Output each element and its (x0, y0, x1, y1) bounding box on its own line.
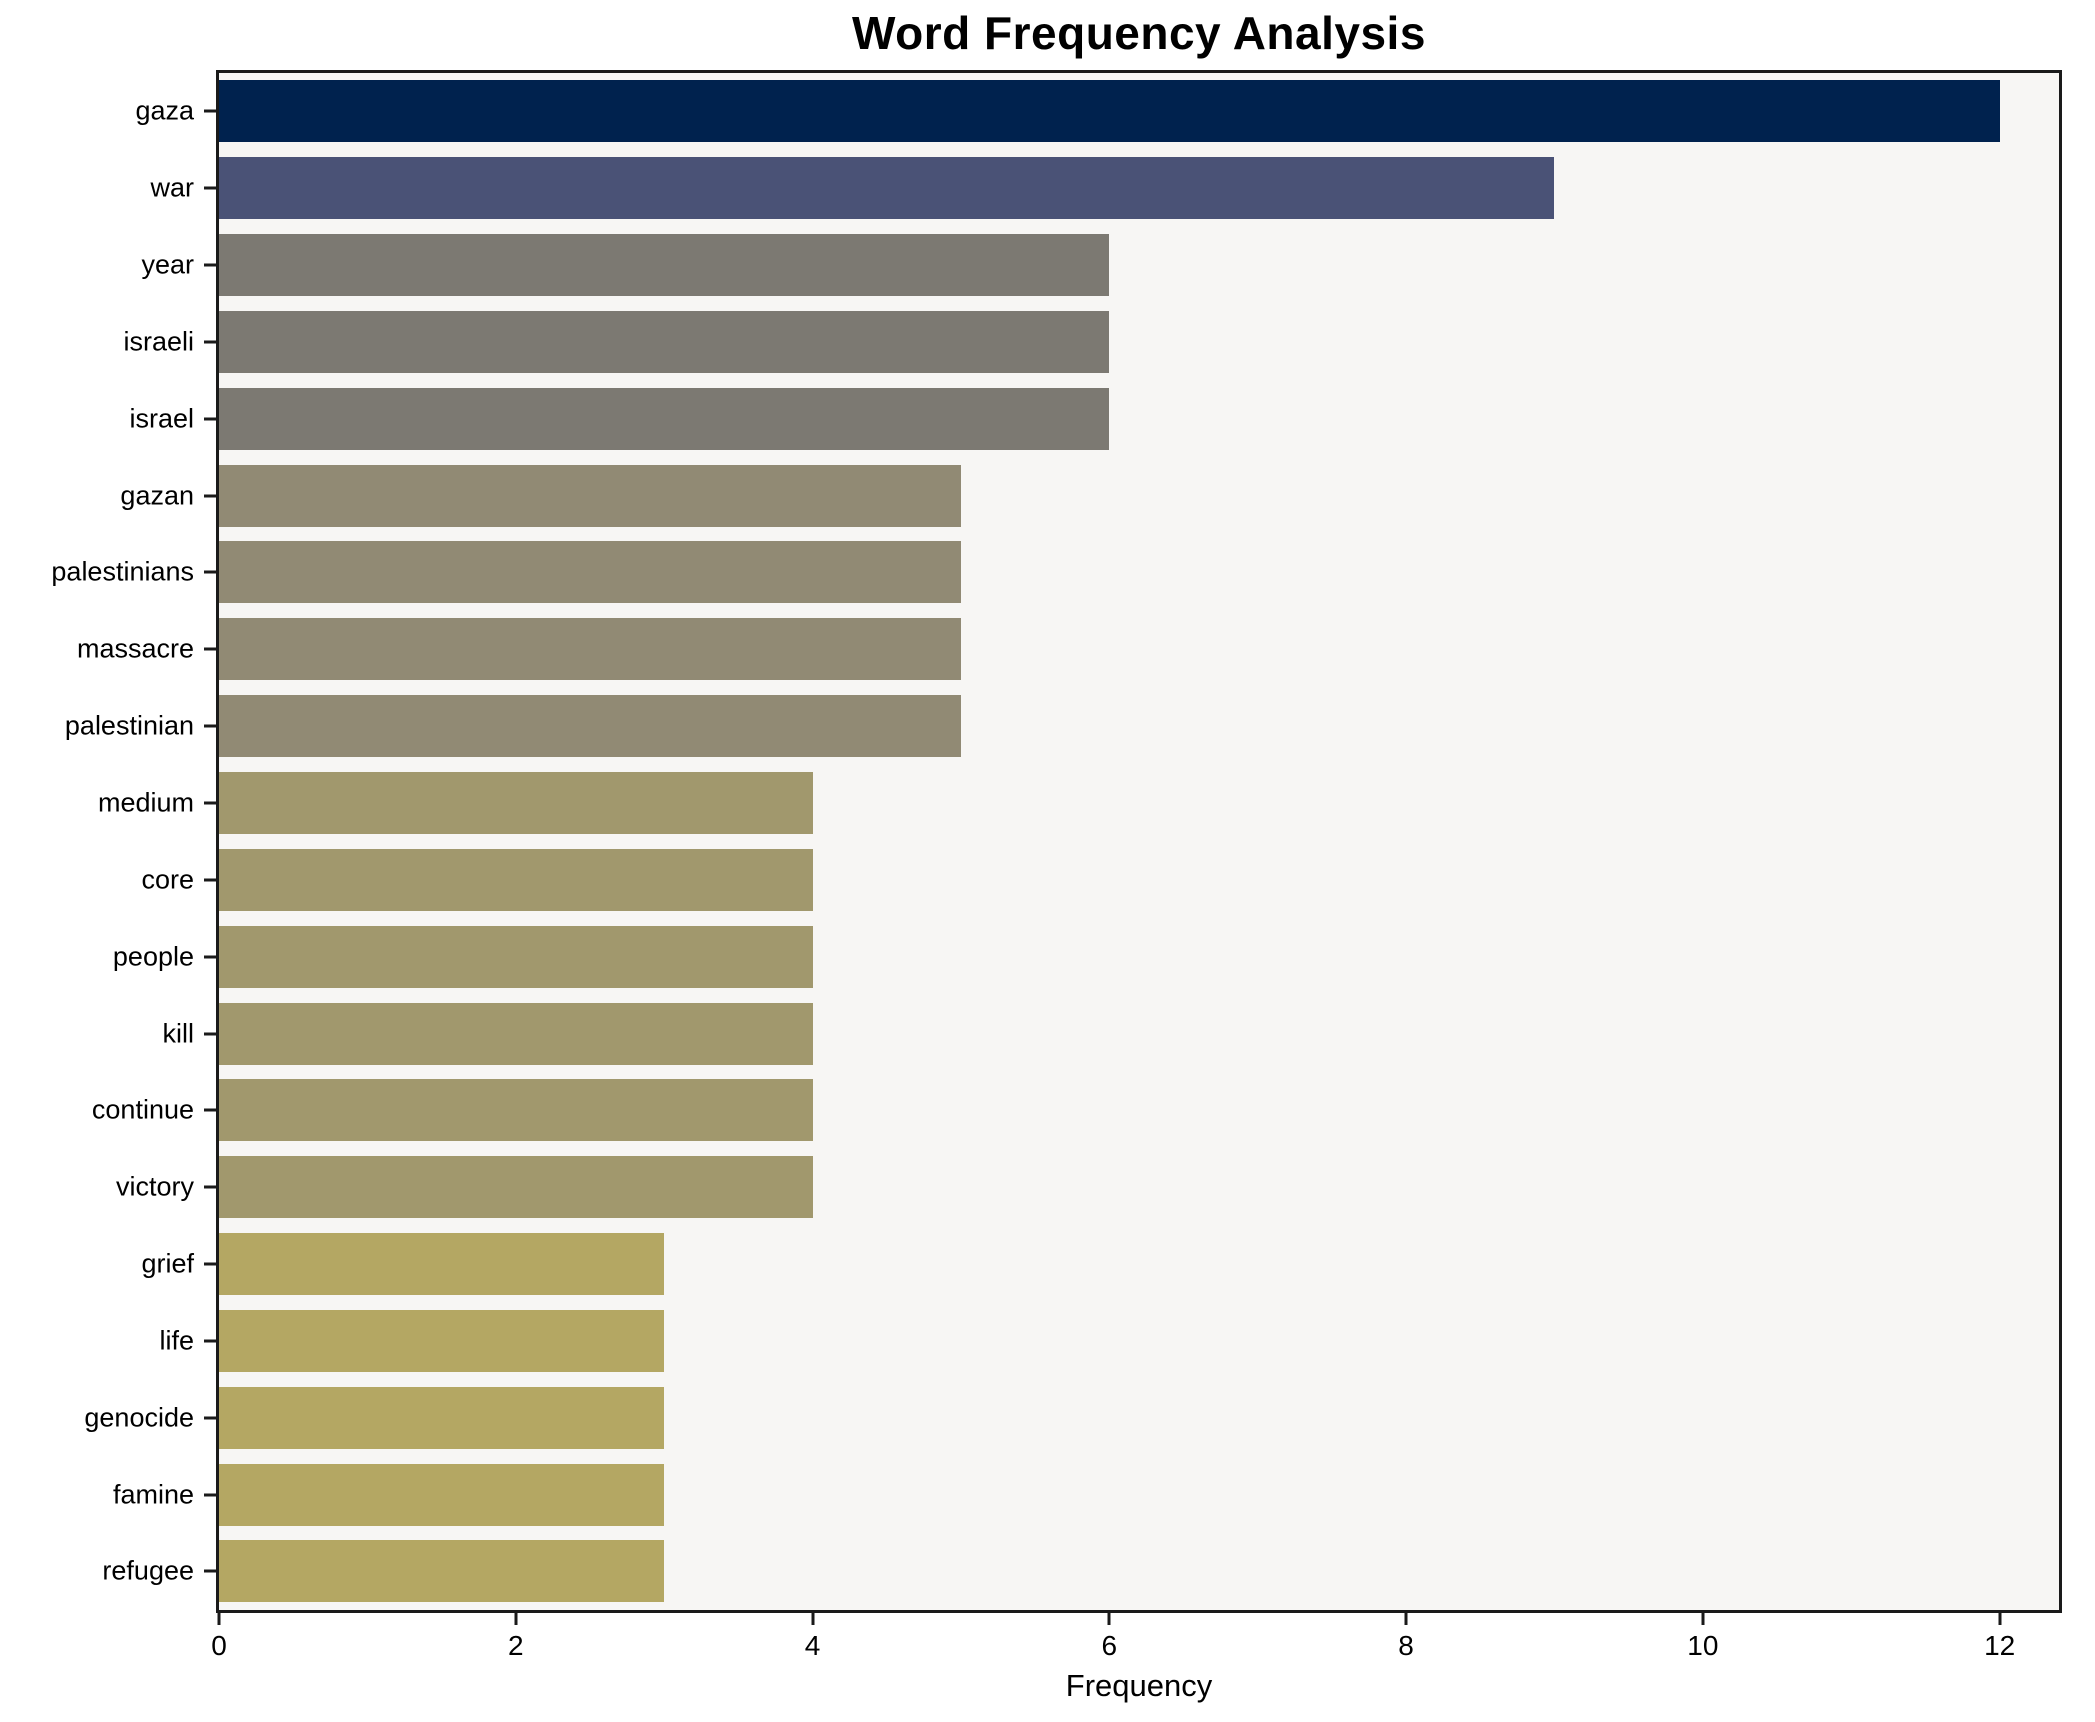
x-tick-label-0: 0 (211, 1630, 227, 1661)
bar-famine (219, 1463, 665, 1526)
y-tick-mark (204, 955, 216, 959)
y-tick-mark (204, 263, 216, 267)
y-tick-mark (204, 494, 216, 498)
x-tick-label-6: 6 (1101, 1630, 1118, 1661)
bar-row-year: year (141, 227, 2059, 304)
y-tick-label-israeli: israeli (123, 326, 194, 357)
bar-israeli (219, 310, 1110, 373)
y-tick-label-continue: continue (91, 1094, 194, 1125)
x-tick-mark-10 (1701, 1613, 1705, 1625)
bar-row-genocide: genocide (84, 1379, 2059, 1456)
y-tick-mark (204, 1569, 216, 1573)
bar-row-kill: kill (163, 995, 2059, 1072)
bar-row-israel: israel (129, 380, 2059, 457)
chart-title: Word Frequency Analysis (852, 7, 1426, 59)
bar-row-famine: famine (113, 1456, 2059, 1533)
bar-row-grief: grief (141, 1226, 2059, 1303)
bar-core (219, 848, 813, 911)
bar-row-gazan: gazan (120, 457, 2059, 534)
y-tick-mark (204, 109, 216, 113)
bar-row-gaza: gaza (135, 73, 2059, 150)
x-tick-label-12: 12 (1984, 1630, 2016, 1661)
bar-row-massacre: massacre (77, 611, 2059, 688)
x-tick-mark-6 (1107, 1613, 1111, 1625)
y-tick-label-refugee: refugee (102, 1555, 194, 1586)
bar-medium (219, 772, 813, 835)
bar-row-core: core (141, 841, 2059, 918)
y-tick-label-gazan: gazan (120, 480, 194, 511)
bar-row-palestinians: palestinians (51, 534, 2059, 611)
y-tick-label-palestinian: palestinian (64, 710, 194, 741)
x-tick-mark-12 (1998, 1613, 2002, 1625)
x-tick-mark-8 (1404, 1613, 1408, 1625)
bar-row-continue: continue (92, 1072, 2059, 1149)
y-tick-mark (204, 570, 216, 574)
y-tick-label-people: people (112, 941, 194, 972)
bar-rows: gaza war year israeli israel gazan palestinian… (51, 73, 2059, 1610)
x-axis-label: Frequency (1065, 1668, 1213, 1703)
y-tick-label-famine: famine (112, 1479, 194, 1510)
x-tick-label-2: 2 (507, 1630, 524, 1661)
bar-people (219, 925, 813, 988)
y-tick-label-israel: israel (129, 403, 194, 434)
bar-row-life: life (159, 1303, 2059, 1380)
bar-row-palestinian: palestinian (65, 688, 2059, 765)
bar-life (219, 1309, 665, 1372)
bar-massacre (219, 618, 961, 681)
bar-genocide (219, 1386, 665, 1449)
y-tick-mark (204, 1339, 216, 1343)
y-tick-mark (204, 1416, 216, 1420)
bar-row-israeli: israeli (123, 304, 2059, 381)
bar-victory (219, 1156, 813, 1219)
x-tick-label-4: 4 (804, 1630, 821, 1661)
y-tick-label-medium: medium (97, 787, 194, 818)
y-tick-mark (204, 1493, 216, 1497)
bar-grief (219, 1233, 665, 1296)
bar-year (219, 234, 1110, 297)
y-tick-label-gaza: gaza (135, 95, 194, 126)
bar-israel (219, 387, 1110, 450)
x-tick-label-10: 10 (1687, 1630, 1719, 1661)
y-tick-label-year: year (141, 249, 194, 280)
y-tick-label-core: core (141, 864, 194, 895)
y-tick-label-victory: victory (115, 1171, 194, 1202)
x-tick-mark-4 (811, 1613, 815, 1625)
bar-row-victory: victory (116, 1149, 2059, 1226)
y-tick-mark (204, 647, 216, 651)
x-tick-mark-2 (514, 1613, 518, 1625)
plot-area: gaza war year israeli israel gazan palestinian… (51, 70, 2062, 1661)
y-tick-mark (204, 1032, 216, 1036)
y-tick-label-grief: grief (141, 1248, 194, 1279)
y-tick-label-massacre: massacre (76, 633, 194, 664)
x-tick-mark-0 (217, 1613, 221, 1625)
y-tick-label-kill: kill (162, 1018, 195, 1049)
y-tick-mark (204, 186, 216, 190)
bar-refugee (219, 1540, 665, 1603)
y-tick-mark (204, 1108, 216, 1112)
bar-continue (219, 1079, 813, 1142)
bar-kill (219, 1002, 813, 1065)
y-tick-mark (204, 417, 216, 421)
y-tick-mark (204, 340, 216, 344)
y-tick-mark (204, 1262, 216, 1266)
y-tick-label-palestinians: palestinians (51, 556, 194, 587)
bar-gazan (219, 464, 961, 527)
y-tick-mark (204, 1185, 216, 1189)
bar-row-refugee: refugee (102, 1533, 2059, 1610)
y-tick-label-life: life (159, 1325, 194, 1356)
bar-row-medium: medium (98, 765, 2059, 842)
y-tick-mark (204, 801, 216, 805)
y-tick-mark (204, 724, 216, 728)
bar-row-people: people (113, 918, 2059, 995)
y-tick-mark (204, 878, 216, 882)
bar-palestinian (219, 695, 961, 758)
bar-gaza (219, 80, 2000, 143)
x-tick-label-8: 8 (1398, 1630, 1414, 1661)
y-tick-label-genocide: genocide (84, 1402, 194, 1433)
bar-palestinians (219, 541, 961, 604)
y-tick-label-war: war (150, 172, 194, 203)
bar-row-war: war (150, 150, 2059, 227)
bar-war (219, 157, 1555, 220)
